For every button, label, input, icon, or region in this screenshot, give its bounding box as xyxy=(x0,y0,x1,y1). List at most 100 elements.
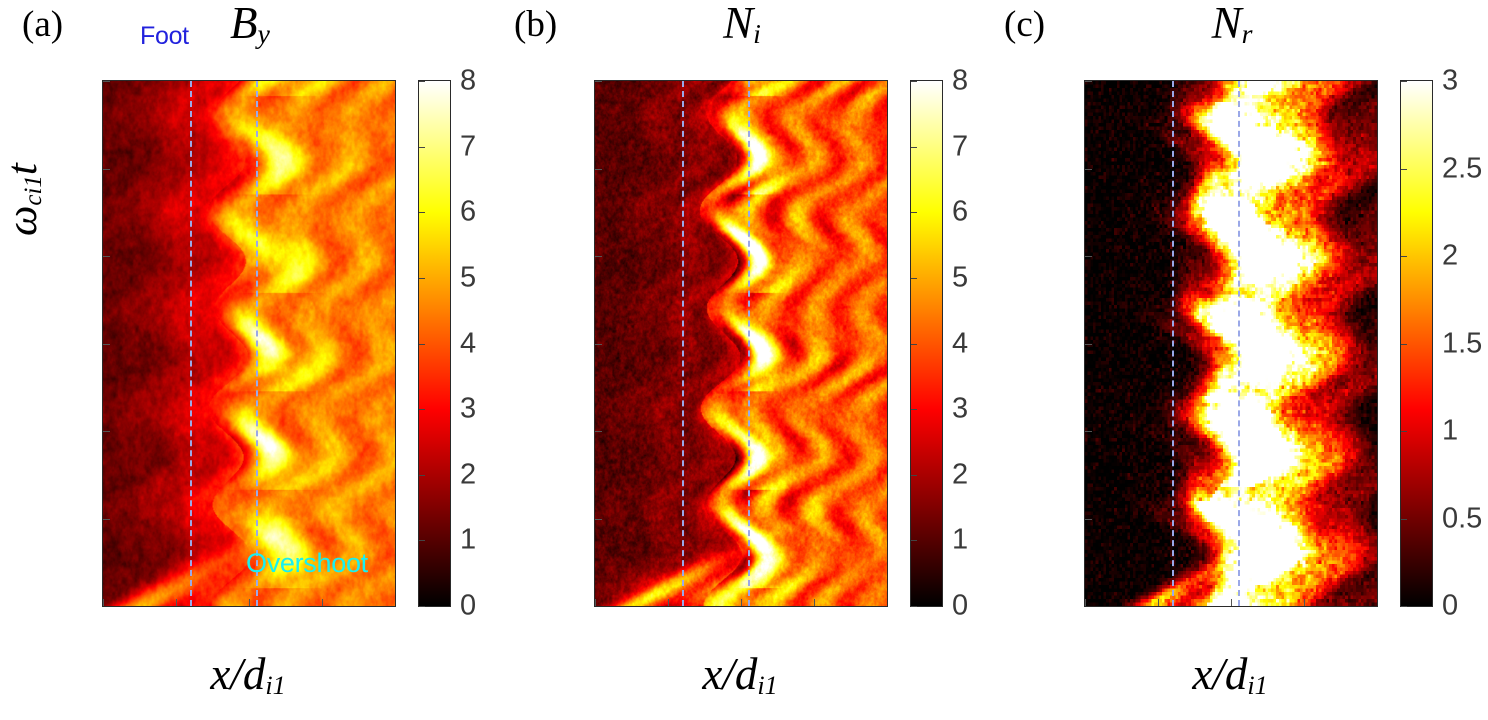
x-tick-mark xyxy=(249,599,250,606)
colorbar-tick-label: 6 xyxy=(952,195,969,228)
colorbar-tick-label: 4 xyxy=(952,327,969,359)
colorbar-tick-mark xyxy=(1401,343,1407,345)
y-tick-mark xyxy=(595,518,602,520)
x-tick-mark xyxy=(1158,599,1159,606)
colorbar-tick-mark xyxy=(419,212,425,214)
colorbar-tick-label: 8 xyxy=(460,64,477,97)
x-axis-label: x/di1 xyxy=(594,648,886,701)
x-tick-mark xyxy=(103,599,104,606)
colorbar-tick-mark xyxy=(911,606,917,607)
heatmap-plot-area: 024681012-4-2024 xyxy=(102,80,396,607)
overshoot-marker-line xyxy=(1237,81,1240,606)
panel-title-symbol: N xyxy=(1211,0,1242,48)
y-tick-mark xyxy=(1085,431,1092,432)
panel-title-symbol: N xyxy=(723,0,754,48)
y-tick-mark xyxy=(103,343,110,345)
panel-title-subscript: i xyxy=(753,19,761,51)
x-tick-mark xyxy=(814,599,815,606)
colorbar-tick-mark xyxy=(419,540,425,542)
colorbar-tick-label: 2 xyxy=(460,458,477,491)
x-tick-mark xyxy=(741,599,742,606)
overshoot-marker-line xyxy=(747,81,750,606)
colorbar-tick-mark xyxy=(419,146,425,148)
heatmap-raster xyxy=(103,81,395,606)
colorbar-tick-mark xyxy=(1401,431,1407,432)
panel-title: By xyxy=(50,0,450,51)
y-tick-mark xyxy=(103,431,110,432)
colorbar-tick-label: 2.5 xyxy=(1442,152,1483,184)
x-tick-mark xyxy=(395,599,396,606)
y-tick-mark xyxy=(595,168,602,170)
y-tick-mark xyxy=(1085,168,1092,170)
x-tick-mark xyxy=(1304,599,1305,606)
colorbar-tick-label: 2 xyxy=(1442,239,1459,272)
x-tick-label: -2 xyxy=(1145,606,1171,607)
foot-marker-line xyxy=(681,81,684,606)
x-axis-label-subscript: i1 xyxy=(757,671,778,701)
y-tick-mark xyxy=(103,606,110,607)
colorbar-tick-label: 3 xyxy=(460,392,477,425)
colorbar: 0 0.5 1 1.5 2 2.5 3 xyxy=(1400,65,1482,622)
heatmap-plot-area: 024681012-4-2024 xyxy=(1084,80,1378,607)
panel-a: (a)ByFoot024681012-4-2024Overshootωci1tx… xyxy=(0,0,496,720)
colorbar: 0 1 2 3 4 5 6 7 8 xyxy=(910,65,968,622)
y-tick-mark xyxy=(1085,81,1092,82)
y-tick-label: 12 xyxy=(102,80,103,98)
colorbar-tick-label: 0 xyxy=(1442,589,1459,622)
colorbar-tick-mark xyxy=(419,606,425,607)
colorbar-tick-mark xyxy=(1401,518,1407,520)
x-tick-label: 0 xyxy=(241,606,257,607)
y-tick-mark xyxy=(103,518,110,520)
y-tick-mark xyxy=(595,431,602,432)
y-tick-mark xyxy=(595,81,602,82)
colorbar-tick-mark xyxy=(419,474,425,476)
y-tick-mark xyxy=(1085,343,1092,345)
colorbar-tick-mark xyxy=(911,277,917,279)
colorbar-tick-label: 0.5 xyxy=(1442,502,1483,534)
x-tick-label: -4 xyxy=(594,606,608,607)
colorbar-tick-mark xyxy=(1401,256,1407,257)
colorbar-tick-mark xyxy=(1401,81,1407,82)
x-tick-label: 4 xyxy=(1369,606,1378,607)
panel-title: Ni xyxy=(542,0,942,51)
foot-annotation: Foot xyxy=(140,22,189,50)
y-tick-mark xyxy=(103,256,110,257)
y-axis-label-omega: ω xyxy=(0,205,46,236)
y-tick-label: 12 xyxy=(1084,80,1085,98)
colorbar-tick-label: 1 xyxy=(952,523,969,556)
colorbar-tick-mark xyxy=(911,409,917,411)
colorbar-tick-label: 5 xyxy=(952,261,969,294)
y-tick-mark xyxy=(595,343,602,345)
colorbar-tick-label: 1 xyxy=(1442,414,1459,447)
heatmap-plot-area: 024681012-4-2024 xyxy=(594,80,888,607)
x-axis-label-subscript: i1 xyxy=(265,671,286,701)
x-tick-label: 4 xyxy=(879,606,888,607)
y-tick-mark xyxy=(1085,256,1092,257)
x-tick-label: -4 xyxy=(102,606,116,607)
x-tick-label: 0 xyxy=(733,606,749,607)
colorbar-tick-mark xyxy=(911,146,917,148)
overshoot-annotation: Overshoot xyxy=(246,548,368,578)
colorbar-tick-label: 1.5 xyxy=(1442,327,1483,359)
heatmap-raster xyxy=(595,81,887,606)
colorbar-tick-label: 3 xyxy=(952,392,969,425)
y-axis-label-subscript: ci1 xyxy=(19,175,47,206)
y-tick-mark xyxy=(103,168,110,170)
overshoot-marker-line xyxy=(255,81,258,606)
x-tick-label: 2 xyxy=(1296,606,1312,607)
colorbar: 0 1 2 3 4 5 6 7 8 xyxy=(418,65,476,622)
x-tick-mark xyxy=(322,599,323,606)
colorbar-tick-mark xyxy=(419,343,425,345)
colorbar-tick-label: 5 xyxy=(460,261,477,294)
colorbar-tick-mark xyxy=(419,409,425,411)
panel-title-subscript: y xyxy=(257,19,270,51)
y-axis-label-time: t xyxy=(0,163,46,176)
x-axis-label: x/di1 xyxy=(1084,648,1376,701)
colorbar-tick-label: 2 xyxy=(952,458,969,491)
panel-title: Nr xyxy=(1032,0,1432,51)
colorbar-tick-mark xyxy=(911,212,917,214)
colorbar-tick-label: 8 xyxy=(952,64,969,97)
x-axis-label-subscript: i1 xyxy=(1247,671,1268,701)
